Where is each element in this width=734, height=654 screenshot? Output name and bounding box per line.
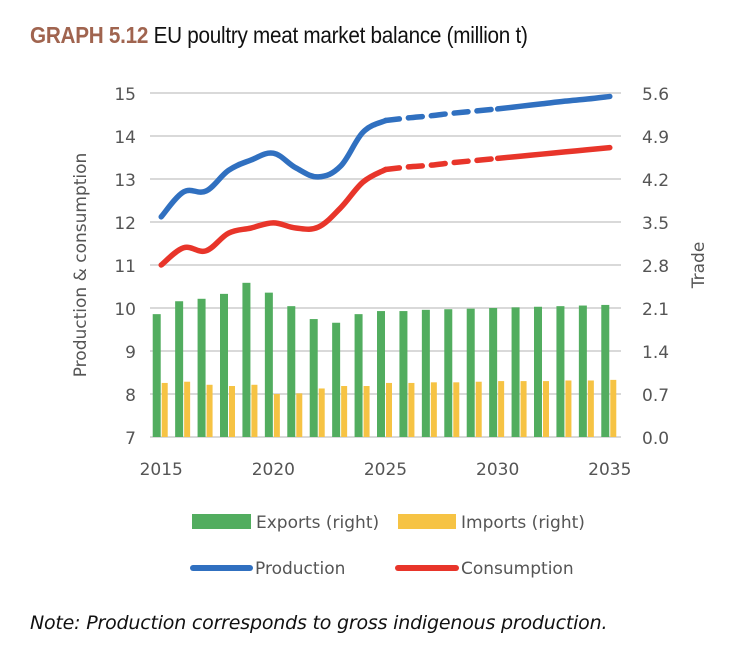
bar-imports [318,388,325,437]
bar-imports [565,380,572,437]
y-tick-label: 8 [125,386,136,406]
y2-tick-label: 1.4 [642,343,669,363]
bar-imports [273,394,280,437]
bar-exports [309,319,318,437]
bar-imports [430,382,437,437]
bar-imports [543,381,549,437]
bar-imports [251,384,258,437]
legend-label-exports: Exports (right) [256,513,379,533]
y-tick-label: 9 [125,343,136,363]
bar-imports [206,384,213,437]
bar-imports [341,386,348,437]
y-tick-label: 12 [114,214,136,234]
y-tick-label: 15 [114,85,136,105]
bar-imports [386,382,392,437]
bar-exports [242,282,251,437]
bar-exports [152,314,161,437]
legend-label-production: Production [255,559,345,579]
y2-tick-label: 4.9 [642,128,669,148]
chart-title: GRAPH 5.12 EU poultry meat market balanc… [30,22,528,49]
y2-tick-label: 3.5 [642,214,669,234]
bar-imports [610,379,617,437]
bar-exports [601,304,610,437]
y-tick-label: 10 [114,300,136,320]
line-consumption-historical [158,166,389,268]
legend-swatch-exports [192,514,251,529]
x-tick-label: 2025 [364,460,407,480]
bars [152,282,617,437]
bar-exports [399,311,408,437]
bar-exports [377,311,385,437]
legend-label-imports: Imports (right) [461,513,585,533]
x-tick-label: 2030 [476,460,519,480]
y2-tick-label: 0.0 [642,429,669,449]
bar-imports [408,382,415,437]
bar-exports [466,308,475,437]
line-consumption-projection [494,144,613,162]
y-axis-right-ticks: 0.0 0.7 1.4 2.1 2.8 3.5 4.2 4.9 5.6 [642,85,669,449]
y-axis-left-ticks: 7 8 9 10 11 12 13 14 15 [114,85,136,449]
line-production-historical [158,117,389,220]
x-tick-label: 2035 [588,460,631,480]
legend: Exports (right) Imports (right) Producti… [190,513,585,579]
bar-imports [296,393,303,437]
bar-exports [332,322,341,437]
y-tick-label: 14 [114,128,136,148]
line-production-projection-dashed [382,106,501,124]
y2-tick-label: 2.8 [642,257,669,277]
legend-swatch-imports [398,514,456,529]
bar-exports [444,309,453,437]
y2-axis-label: Trade [689,242,709,290]
graph-title-text: EU poultry meat market balance (million … [153,22,528,48]
x-axis-ticks: 2015 2020 2025 2030 2035 [140,460,632,480]
bar-exports [354,314,363,437]
bar-imports [363,386,370,437]
bar-exports [534,306,542,437]
bar-imports [161,382,168,437]
graph-number: GRAPH 5.12 [30,22,149,48]
bar-imports [475,381,482,437]
line-production-projection [494,93,613,112]
bar-imports [587,380,594,437]
bar-exports [175,301,184,437]
x-tick-label: 2015 [140,460,183,480]
y2-tick-label: 4.2 [642,171,669,191]
bar-exports [220,293,228,437]
bar-exports [197,298,206,437]
line-consumption-projection-dashed [382,155,501,173]
y2-tick-label: 5.6 [642,85,669,105]
y-axis-label: Production & consumption [71,153,91,378]
bar-exports [264,292,273,437]
footnote: Note: Production corresponds to gross in… [30,612,608,634]
bar-imports [453,382,460,437]
lines [158,93,613,268]
y-tick-label: 13 [114,171,136,191]
legend-label-consumption: Consumption [461,559,574,579]
y-tick-label: 11 [114,257,136,277]
y-tick-label: 7 [125,429,136,449]
gridlines [150,92,621,438]
y2-tick-label: 2.1 [642,300,669,320]
bar-exports [556,306,565,437]
bar-exports [489,308,498,437]
bar-exports [287,306,296,437]
bar-exports [511,307,520,437]
bar-imports [520,381,527,437]
bar-exports [578,305,587,437]
y2-tick-label: 0.7 [642,386,669,406]
bar-imports [229,386,235,437]
bar-exports [421,309,430,437]
bar-imports [184,381,191,437]
bar-imports [498,381,505,437]
x-tick-label: 2020 [252,460,295,480]
